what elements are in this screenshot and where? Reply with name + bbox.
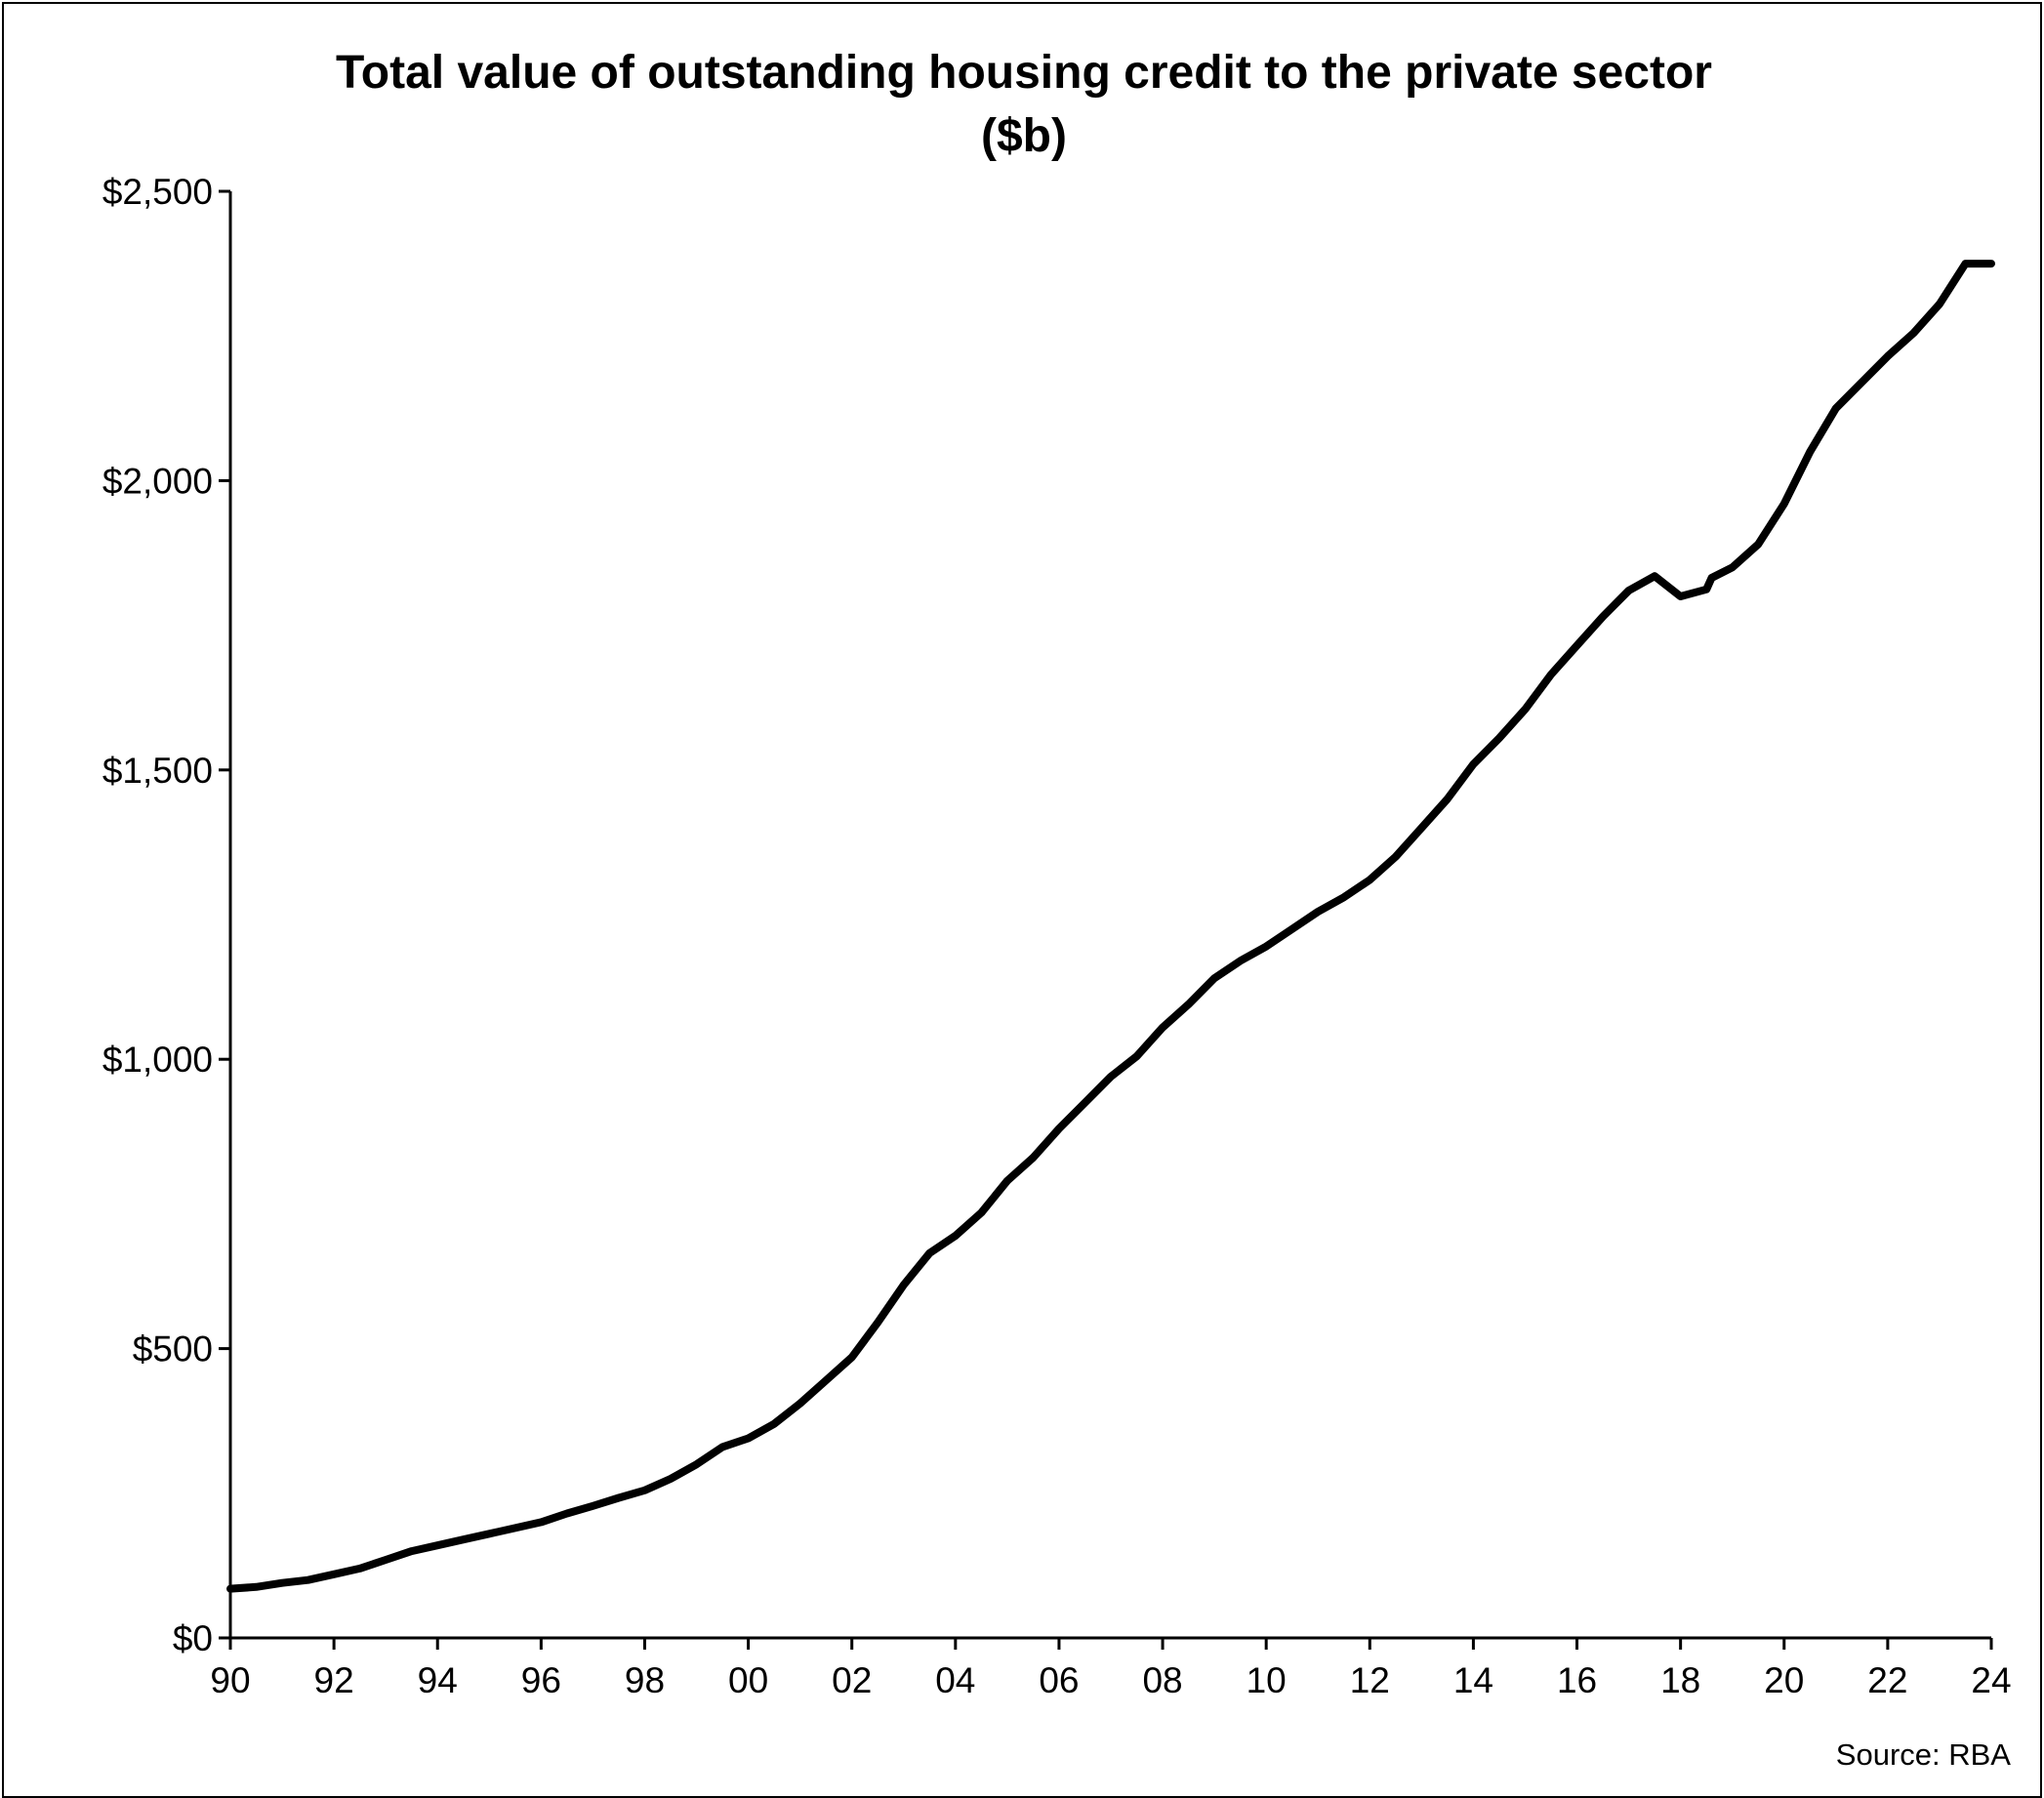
x-tick-label: 12	[1350, 1660, 1390, 1700]
x-tick-label: 24	[1971, 1660, 2011, 1700]
y-tick-label: $2,000	[102, 461, 213, 501]
y-tick-label: $1,500	[102, 751, 213, 791]
y-axis-ticks: $0 $500 $1,000 $1,500 $2,000 $2,500	[102, 172, 230, 1658]
y-tick-label: $0	[173, 1618, 213, 1658]
x-tick-label: 02	[832, 1660, 872, 1700]
y-tick-label: $500	[133, 1329, 213, 1369]
x-tick-label: 16	[1557, 1660, 1597, 1700]
x-tick-label: 06	[1039, 1660, 1079, 1700]
x-tick-label: 98	[625, 1660, 665, 1700]
x-tick-label: 18	[1660, 1660, 1700, 1700]
axes-group	[228, 191, 1991, 1640]
y-tick-label: $2,500	[102, 172, 213, 212]
x-tick-label: 20	[1764, 1660, 1804, 1700]
x-axis-ticks: 90 92 94 96 98 00 02 04 06 08 10 12 14 16 18 20 22 24	[210, 1638, 2012, 1700]
x-tick-label: 94	[418, 1660, 458, 1700]
series-line-1	[226, 260, 1995, 1593]
y-tick-label: $1,000	[102, 1040, 213, 1080]
x-tick-label: 00	[728, 1660, 768, 1700]
chart-canvas: Total value of outstanding housing credi…	[102, 47, 2012, 1772]
chart-title: Total value of outstanding housing credi…	[336, 47, 1712, 99]
x-tick-label: 10	[1247, 1660, 1287, 1700]
x-tick-label: 14	[1453, 1660, 1493, 1700]
x-tick-label: 90	[210, 1660, 250, 1700]
x-tick-label: 04	[935, 1660, 975, 1700]
x-tick-label: 22	[1867, 1660, 1907, 1700]
x-tick-label: 92	[314, 1660, 354, 1700]
series-layer	[226, 260, 1995, 1593]
source-note: Source: RBA	[1836, 1737, 2012, 1772]
x-tick-label: 08	[1142, 1660, 1182, 1700]
chart-subtitle: ($b)	[981, 110, 1067, 162]
x-tick-label: 96	[521, 1660, 561, 1700]
